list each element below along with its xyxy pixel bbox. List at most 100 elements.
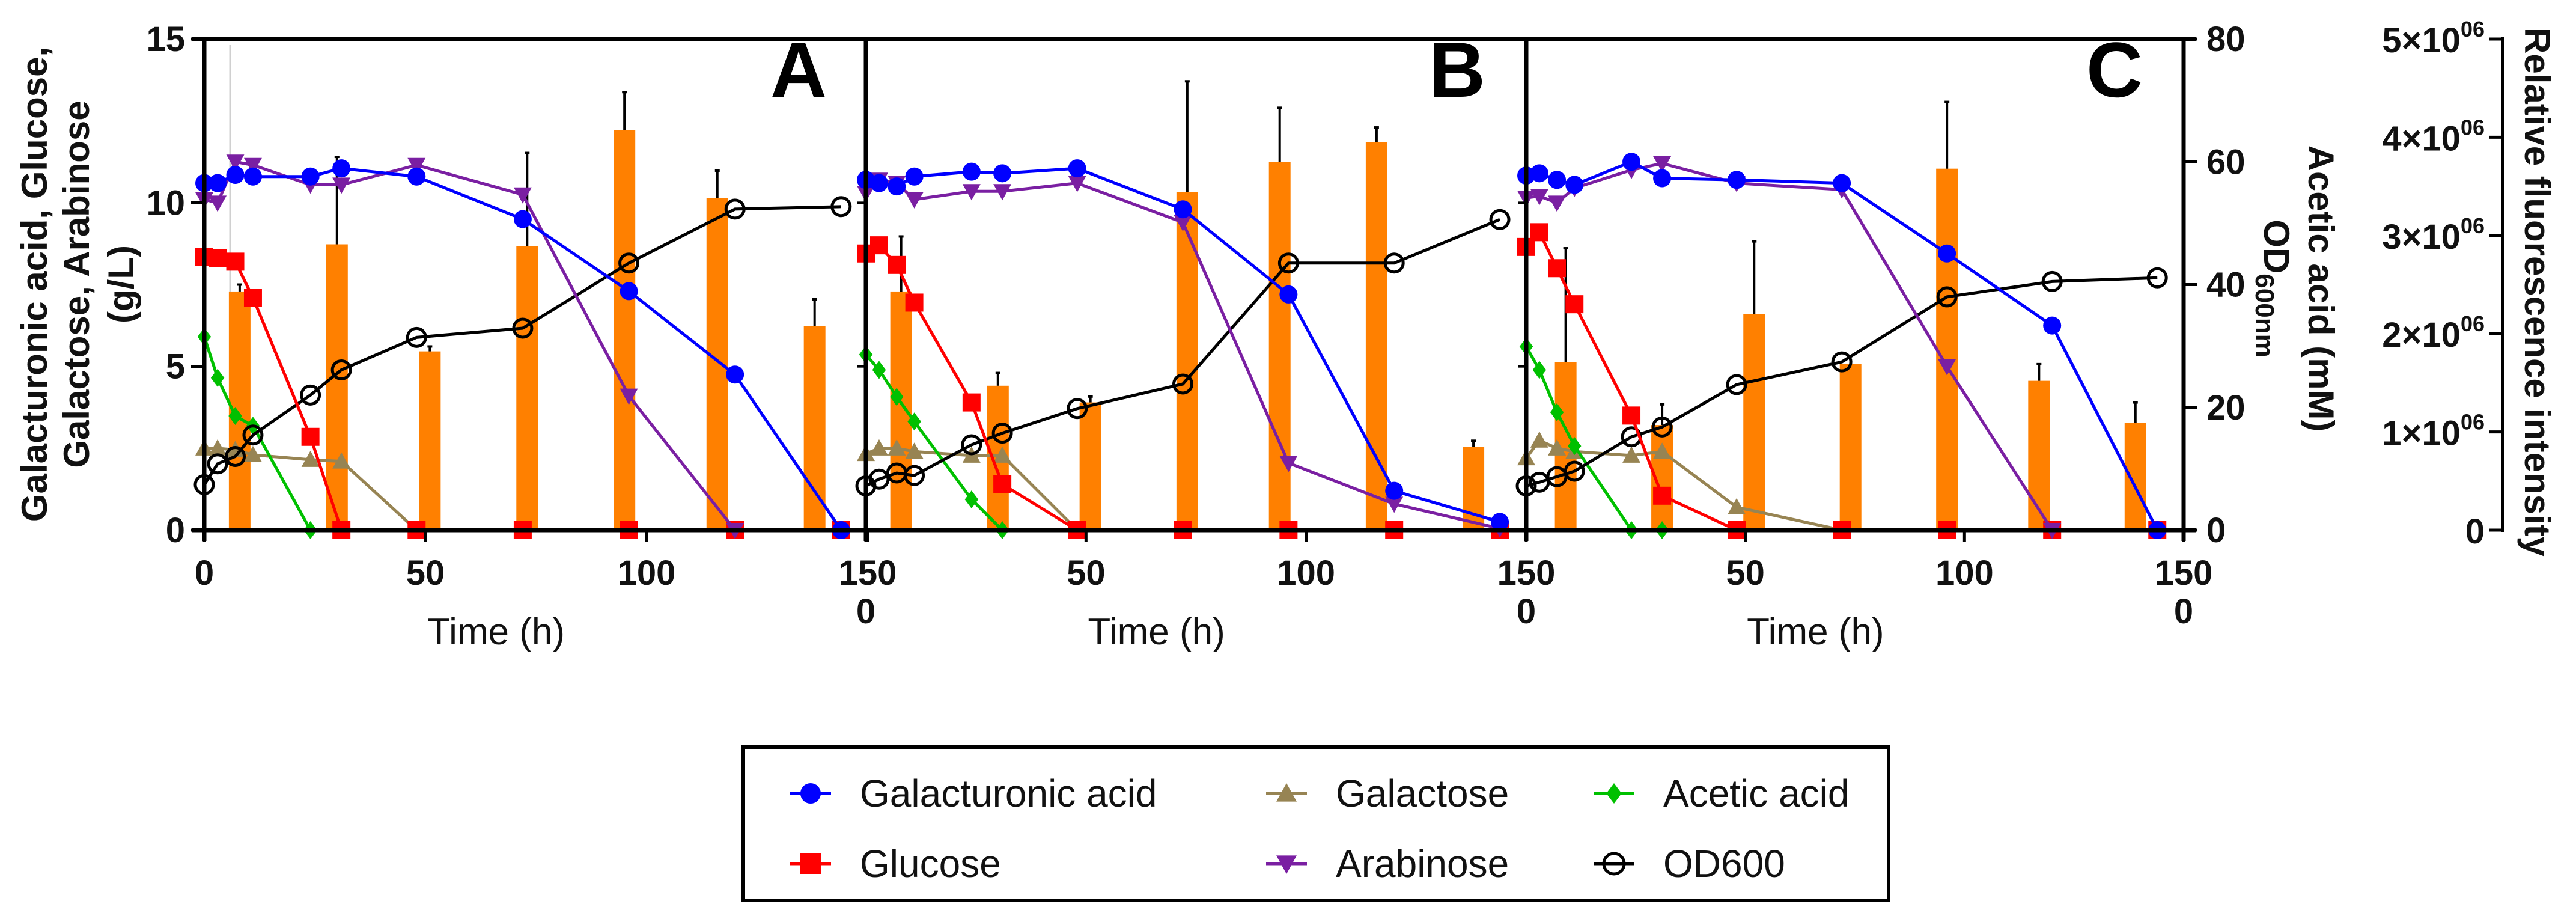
data-point-galactose	[209, 439, 227, 456]
data-point-glucose	[301, 427, 320, 446]
data-point-galacturonic	[209, 174, 227, 192]
data-point-arabinose	[407, 157, 426, 174]
data-point-arabinose	[1174, 215, 1192, 232]
data-point-galacturonic	[1530, 164, 1548, 183]
legend-item-od600: OD600	[1594, 842, 1785, 885]
legend-label: Acetic acid	[1663, 772, 1849, 815]
data-point-od600	[961, 434, 982, 456]
data-point-arabinose	[513, 187, 532, 204]
data-point-galactose	[905, 442, 924, 459]
legend-item-galacturonic: Galacturonic acid	[790, 772, 1157, 815]
data-point-galactose	[1622, 446, 1641, 463]
tick-base: 2×10	[2382, 316, 2461, 355]
right-axis-title-od: OD600nm	[2250, 219, 2297, 357]
data-point-glucose	[1548, 259, 1567, 278]
data-point-od600	[830, 196, 852, 218]
y-tick-label: 0	[166, 511, 185, 550]
legend-marker-galactose	[1276, 783, 1297, 802]
data-point-galacturonic	[620, 282, 638, 301]
x-tick-label: 0	[2174, 592, 2193, 631]
legend-label: Galactose	[1336, 772, 1509, 815]
x-tick-label: 100	[1277, 554, 1335, 593]
data-point-galacturonic	[1174, 200, 1192, 219]
x-tick-label: 0	[1517, 592, 1536, 631]
legend-item-glucose: Glucose	[790, 842, 1001, 885]
legend-label: OD600	[1663, 842, 1785, 885]
data-point-galactose	[332, 452, 351, 469]
data-point-arabinose	[993, 184, 1012, 201]
data-point-arabinose	[1279, 456, 1298, 472]
series-line-od600	[865, 218, 1500, 487]
x-tick-label: 150	[839, 554, 897, 593]
fluorescence-bar	[1743, 314, 1765, 530]
data-point-arabinose	[1548, 195, 1567, 212]
left-axis-title-line-1: Galacturonic acid, Glucose,	[14, 47, 55, 522]
data-point-od600	[2041, 270, 2063, 292]
data-point-glucose	[1530, 223, 1548, 242]
fluorescence-bar	[419, 351, 441, 530]
data-point-arabinose	[209, 195, 227, 212]
data-point-glucose	[1653, 486, 1672, 505]
data-point-galacturonic	[1622, 153, 1641, 171]
data-point-galacturonic	[243, 167, 262, 186]
tick-base: 1×10	[2382, 414, 2461, 453]
tick-exponent: 06	[2461, 17, 2485, 41]
tick-base: 3×10	[2382, 218, 2461, 257]
legend-marker-galacturonic	[800, 783, 821, 804]
data-point-acetic	[907, 412, 921, 431]
data-point-od600	[991, 423, 1013, 444]
y-tick-label: 10	[146, 183, 185, 222]
data-point-arabinose	[962, 184, 981, 201]
data-point-galacturonic	[1385, 481, 1404, 500]
fluorescence-bar	[614, 130, 636, 530]
fluorescence-tick-label: 4×1006	[2382, 115, 2485, 158]
series-line-acetic	[202, 336, 342, 532]
fluorescence-bar	[2028, 380, 2050, 530]
tick-base: 5×10	[2382, 21, 2461, 60]
data-point-od600	[904, 465, 925, 486]
data-point-od600	[1651, 416, 1673, 438]
data-point-arabinose	[332, 177, 351, 194]
legend-item-galactose: Galactose	[1266, 772, 1509, 815]
fluorescence-bar	[2124, 423, 2146, 530]
fluorescence-bar	[1176, 192, 1198, 530]
x-tick-label: 50	[1067, 554, 1106, 593]
data-point-galacturonic	[1833, 174, 1851, 192]
right-y-tick-label: 60	[2206, 142, 2246, 182]
data-point-od600	[2146, 267, 2168, 289]
fluorescence-tick-label: 3×1006	[2382, 213, 2485, 257]
data-point-od600	[300, 384, 321, 406]
legend-label: Galacturonic acid	[860, 772, 1157, 815]
data-point-galactose	[301, 450, 320, 467]
data-point-acetic	[1550, 403, 1564, 421]
tick-exponent: 06	[2461, 213, 2485, 238]
od-subscript: 600nm	[2250, 273, 2279, 357]
fluorescence-bar	[1936, 168, 1958, 530]
legend-item-arabinose: Arabinose	[1266, 842, 1509, 885]
tick-base: 4×10	[2382, 119, 2461, 158]
data-point-galacturonic	[1279, 285, 1298, 304]
tick-exponent: 06	[2461, 410, 2485, 435]
x-tick-label: 100	[1935, 554, 1994, 593]
legend-label: Arabinose	[1336, 842, 1509, 885]
fluorescence-bar	[1079, 402, 1101, 530]
x-tick-label: 150	[2155, 554, 2213, 593]
data-point-glucose	[888, 255, 906, 274]
data-point-od600	[1831, 351, 1853, 373]
right-y-tick-label: 0	[2206, 511, 2226, 550]
data-point-glucose	[869, 236, 888, 255]
legend-marker-arabinose	[1276, 855, 1297, 874]
data-point-glucose	[962, 393, 981, 412]
data-point-galacturonic	[2043, 316, 2062, 335]
x-tick-label: 100	[618, 554, 676, 593]
legend-box	[741, 745, 1890, 902]
data-point-galacturonic	[993, 164, 1012, 183]
data-point-arabinose	[1530, 189, 1548, 206]
y-tick-label: 5	[166, 347, 185, 386]
x-tick-label: 150	[1497, 554, 1556, 593]
data-point-od600	[1546, 466, 1568, 487]
data-point-galactose	[993, 446, 1012, 463]
